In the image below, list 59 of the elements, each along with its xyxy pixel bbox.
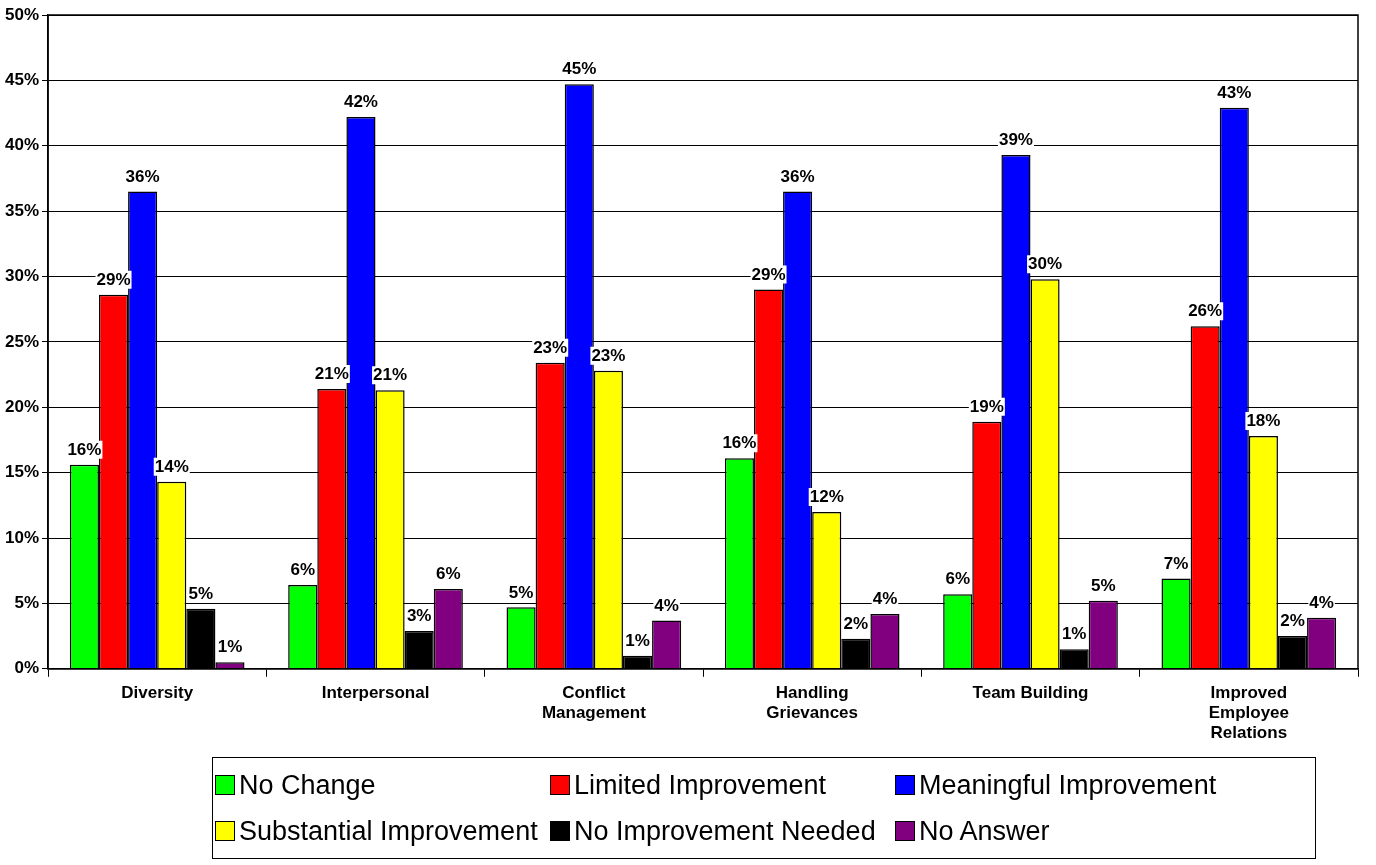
data-label: 2% <box>843 613 869 633</box>
y-tick-label: 25% <box>4 331 40 351</box>
data-label: 5% <box>1090 575 1116 595</box>
data-label: 4% <box>1309 592 1334 612</box>
data-label: 30% <box>1028 254 1063 274</box>
y-tick-label: 15% <box>4 462 40 482</box>
data-label: 19% <box>969 396 1004 416</box>
data-label: 29% <box>751 264 786 284</box>
data-label: 18% <box>1246 411 1281 431</box>
data-label: 6% <box>945 569 971 589</box>
data-label: 12% <box>809 487 844 507</box>
y-tick-label: 35% <box>4 200 40 220</box>
data-label: 14% <box>154 457 189 476</box>
data-label: 45% <box>562 59 597 79</box>
x-tick-label: Handling Grievances <box>766 682 859 723</box>
legend-label: Substantial Improvement <box>238 814 539 848</box>
data-label: 1% <box>1061 624 1087 644</box>
y-tick-label: 5% <box>14 593 40 613</box>
data-label: 23% <box>591 345 626 365</box>
legend-label: No Answer <box>918 814 1051 848</box>
data-label: 6% <box>436 564 461 584</box>
data-label: 39% <box>998 130 1033 150</box>
data-label: 16% <box>67 440 102 459</box>
data-label: 23% <box>533 338 568 358</box>
data-label: 21% <box>373 365 408 385</box>
data-label: 1% <box>217 637 243 657</box>
legend-label: No Change <box>238 768 377 802</box>
data-label: 3% <box>406 606 432 626</box>
legend-label: No Improvement Needed <box>573 814 877 848</box>
y-tick-label: 10% <box>4 527 40 547</box>
x-tick-label: Team Building <box>972 682 1089 702</box>
x-tick-label: Diversity <box>121 682 194 702</box>
data-label: 2% <box>1280 611 1305 631</box>
data-label: 36% <box>125 166 160 186</box>
data-label: 36% <box>780 166 815 186</box>
legend-label: Limited Improvement <box>573 768 828 802</box>
x-tick-label: Interpersonal <box>321 682 430 702</box>
data-label: 5% <box>188 583 214 603</box>
y-tick-label: 20% <box>4 396 40 416</box>
data-label: 29% <box>96 270 131 290</box>
y-tick-label: 50% <box>4 4 40 24</box>
x-tick-label: Conflict Management <box>541 682 647 723</box>
data-label: 6% <box>290 560 316 580</box>
y-tick-label: 45% <box>4 70 40 90</box>
data-label: 42% <box>343 92 378 112</box>
data-label: 21% <box>314 364 349 384</box>
y-tick-label: 40% <box>4 135 40 155</box>
data-label: 43% <box>1217 83 1252 103</box>
data-label: 4% <box>872 589 898 609</box>
data-label: 1% <box>625 630 650 650</box>
data-label: 16% <box>722 433 757 453</box>
data-label: 26% <box>1188 301 1223 321</box>
data-label: 4% <box>654 595 679 615</box>
y-tick-label: 30% <box>4 266 40 286</box>
legend-label: Meaningful Improvement <box>918 768 1218 802</box>
data-label: 5% <box>508 582 534 602</box>
y-tick-label: 0% <box>14 658 40 678</box>
x-tick-label: Improved Employee Relations <box>1208 682 1289 743</box>
data-label: 7% <box>1163 553 1189 573</box>
